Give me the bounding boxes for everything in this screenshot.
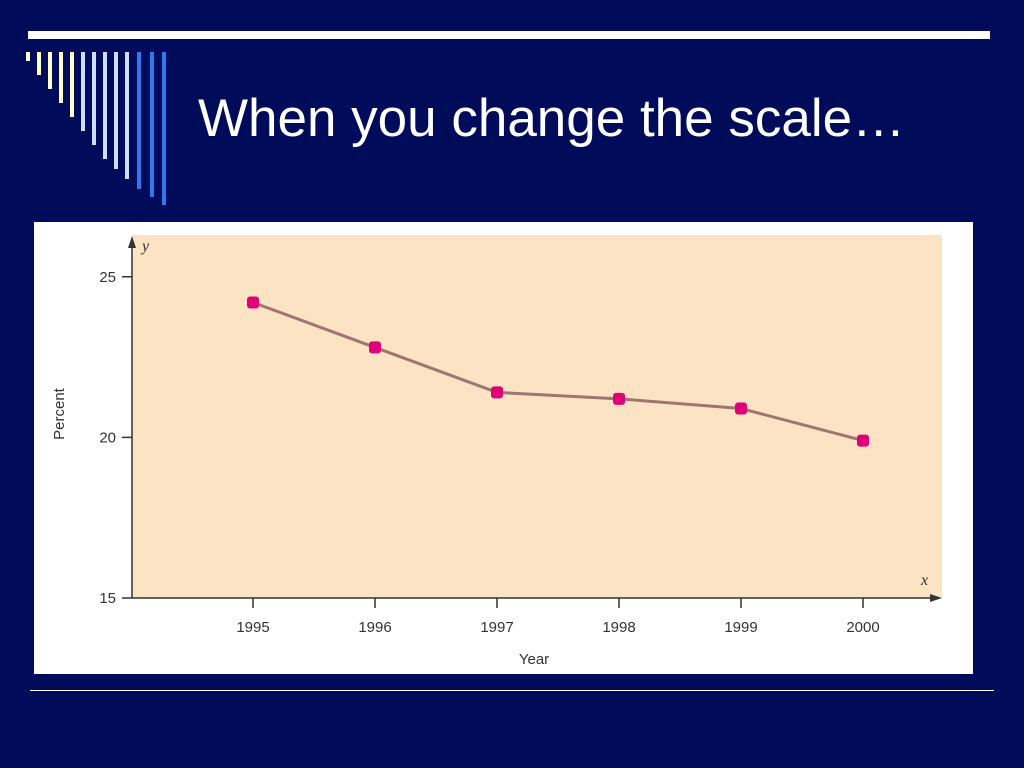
plot-area: [132, 235, 942, 598]
x-axis-title: Year: [519, 651, 549, 668]
x-tick-label: 1996: [358, 619, 391, 636]
stripe-bar: [26, 52, 30, 61]
x-tick-label: 1998: [602, 619, 635, 636]
stripe-bar: [150, 52, 154, 197]
data-point: [491, 386, 503, 399]
stripe-bar: [125, 52, 129, 179]
x-axis: x: [132, 572, 942, 602]
data-point: [613, 392, 625, 405]
x-axis-letter: x: [920, 572, 928, 589]
x-ticks: 1995 1996 1997 1998 1999 2000: [236, 598, 880, 636]
data-point: [247, 296, 259, 309]
slide-title: When you change the scale…: [198, 89, 906, 148]
y-tick-label: 20: [99, 429, 116, 446]
stripe-bar: [114, 52, 118, 169]
y-tick-label: 15: [99, 590, 116, 607]
y-tick-label: 25: [99, 269, 116, 286]
x-tick-label: 1999: [724, 619, 757, 636]
stripe-bar: [59, 52, 63, 103]
x-tick-label: 1997: [480, 619, 513, 636]
y-axis-title: Percent: [51, 387, 68, 440]
line-chart: y x 15 20 25 1995 1996 1997 1998 1999 2000 Year…: [51, 235, 942, 668]
stripe-bar: [103, 52, 107, 159]
stripe-bar: [70, 52, 74, 117]
x-axis-arrow-icon: [930, 594, 942, 602]
chart-panel: y x 15 20 25 1995 1996 1997 1998 1999 2000 Year…: [34, 222, 973, 674]
stripe-bar: [37, 52, 41, 75]
stripe-bar: [81, 52, 85, 131]
decorative-stripes-icon: [26, 52, 166, 205]
x-tick-label: 1995: [236, 619, 269, 636]
title-top-rule: [28, 31, 990, 39]
y-axis-letter: y: [140, 238, 150, 255]
data-point: [735, 402, 747, 415]
stripe-bar: [137, 52, 141, 189]
x-tick-label: 2000: [846, 619, 879, 636]
stripe-bar: [48, 52, 52, 89]
y-axis: y: [128, 236, 150, 598]
series-layer: [247, 296, 869, 447]
stripe-bar: [162, 52, 166, 205]
y-ticks: 15 20 25: [99, 269, 132, 607]
series-line: [252, 301, 864, 443]
data-point: [369, 341, 381, 354]
stripe-bar: [92, 52, 96, 145]
y-axis-arrow-icon: [128, 236, 136, 248]
data-point: [857, 434, 869, 447]
footer-rule: [30, 690, 994, 691]
